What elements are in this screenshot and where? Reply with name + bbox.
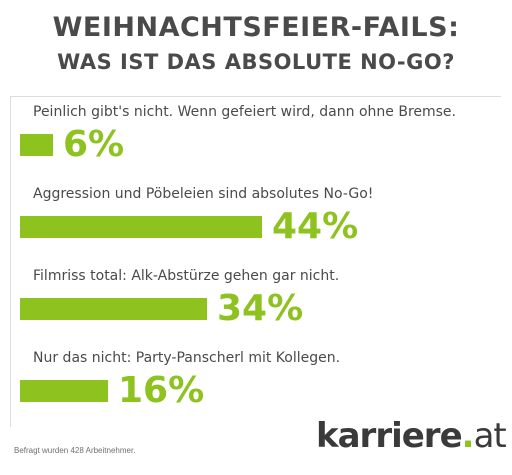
logo-main: karriere bbox=[316, 416, 463, 456]
category-label: Aggression und Pöbeleien sind absolutes … bbox=[33, 186, 374, 202]
value-label: 34% bbox=[217, 288, 304, 329]
footnote: Befragt wurden 428 Arbeitnehmer. bbox=[14, 446, 136, 455]
value-label: 16% bbox=[118, 370, 205, 411]
category-label: Filmriss total: Alk-Abstürze gehen gar n… bbox=[33, 268, 340, 284]
chart-title-line-1: WEIHNACHTSFEIER-FAILS: bbox=[52, 12, 460, 43]
logo-tld: at bbox=[473, 416, 507, 456]
bar bbox=[20, 134, 53, 156]
bar bbox=[20, 298, 207, 320]
chart-frame bbox=[10, 96, 501, 427]
bar bbox=[20, 380, 108, 402]
bar bbox=[20, 216, 262, 238]
value-label: 44% bbox=[272, 206, 359, 247]
category-label: Peinlich gibt's nicht. Wenn gefeiert wir… bbox=[33, 104, 456, 120]
chart-title-line-2: WAS IST DAS ABSOLUTE NO-GO? bbox=[57, 50, 455, 74]
category-label: Nur das nicht: Party-Panscherl mit Kolle… bbox=[33, 350, 341, 366]
value-label: 6% bbox=[63, 124, 125, 165]
logo-dot: . bbox=[461, 416, 475, 456]
karriere-logo: karriere.at bbox=[316, 416, 507, 456]
